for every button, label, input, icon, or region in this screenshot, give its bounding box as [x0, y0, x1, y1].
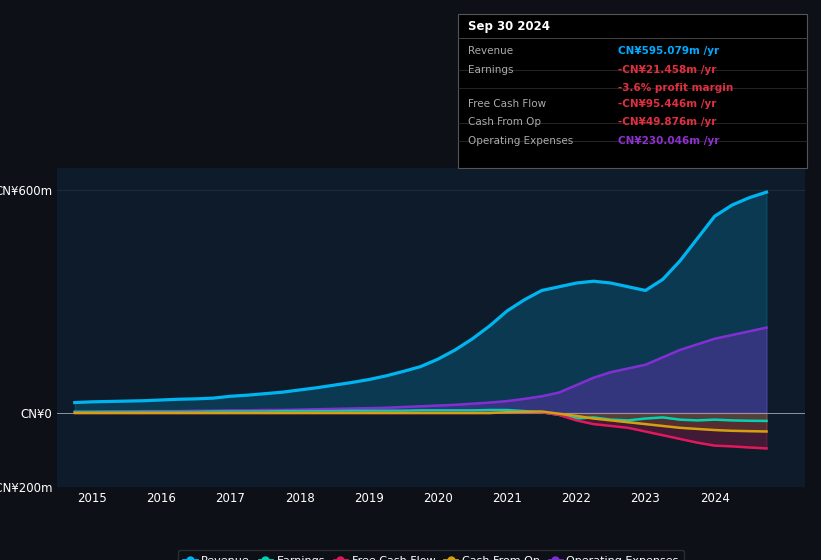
Text: CN¥595.079m /yr: CN¥595.079m /yr [618, 46, 719, 57]
Text: Earnings: Earnings [468, 65, 513, 75]
Text: -CN¥95.446m /yr: -CN¥95.446m /yr [618, 99, 717, 109]
Text: -3.6% profit margin: -3.6% profit margin [618, 83, 733, 94]
Text: Cash From Op: Cash From Op [468, 118, 541, 128]
Text: -CN¥21.458m /yr: -CN¥21.458m /yr [618, 65, 717, 75]
Legend: Revenue, Earnings, Free Cash Flow, Cash From Op, Operating Expenses: Revenue, Earnings, Free Cash Flow, Cash … [177, 550, 685, 560]
Text: Operating Expenses: Operating Expenses [468, 136, 573, 146]
Text: Revenue: Revenue [468, 46, 513, 57]
Text: -CN¥49.876m /yr: -CN¥49.876m /yr [618, 118, 717, 128]
Text: Free Cash Flow: Free Cash Flow [468, 99, 546, 109]
Text: Sep 30 2024: Sep 30 2024 [468, 20, 550, 32]
Text: CN¥230.046m /yr: CN¥230.046m /yr [618, 136, 719, 146]
